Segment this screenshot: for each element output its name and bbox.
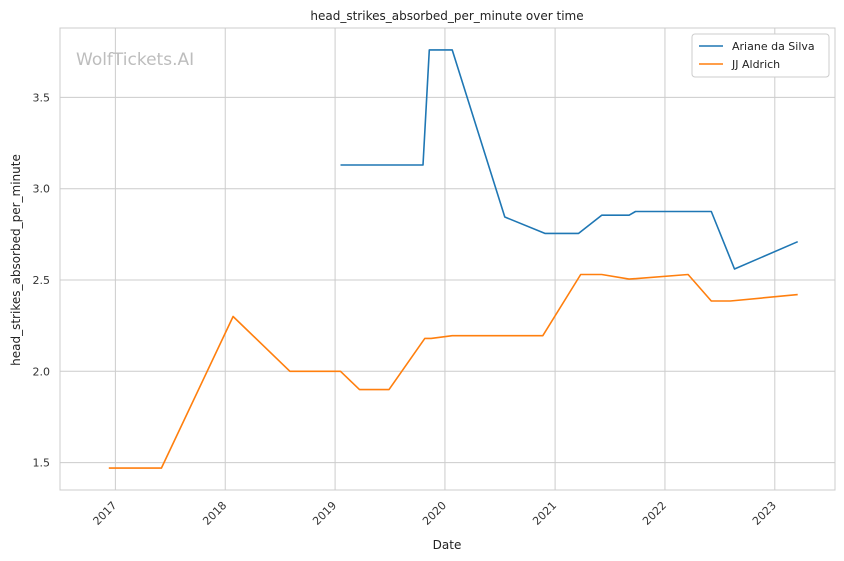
x-tick-label: 2017 xyxy=(91,499,120,528)
y-axis-label: head_strikes_absorbed_per_minute xyxy=(9,154,23,366)
x-tick-label: 2023 xyxy=(750,499,779,528)
chart-title: head_strikes_absorbed_per_minute over ti… xyxy=(310,9,583,23)
x-axis: 2017 2018 2019 2020 2021 2022 2023 xyxy=(91,499,779,528)
y-axis: 1.5 2.0 2.5 3.0 3.5 xyxy=(33,91,51,469)
y-tick-label: 2.0 xyxy=(33,365,51,378)
legend-label-ariane-da-silva: Ariane da Silva xyxy=(732,40,815,53)
y-tick-label: 3.0 xyxy=(33,183,51,196)
x-tick-label: 2021 xyxy=(530,499,559,528)
legend: Ariane da Silva JJ Aldrich xyxy=(691,33,830,78)
legend-label-jj-aldrich: JJ Aldrich xyxy=(731,58,780,71)
legend-box xyxy=(691,33,830,78)
series-line-jj-aldrich xyxy=(108,273,798,469)
watermark: WolfTickets.AI xyxy=(76,50,194,70)
series-line-ariane-da-silva xyxy=(340,49,799,270)
x-tick-label: 2020 xyxy=(420,499,449,528)
y-tick-label: 2.5 xyxy=(33,274,51,287)
series-layer xyxy=(108,49,799,469)
x-tick-label: 2018 xyxy=(200,499,229,528)
y-tick-label: 1.5 xyxy=(33,457,51,470)
x-tick-label: 2022 xyxy=(640,499,669,528)
x-tick-label: 2019 xyxy=(310,499,339,528)
plot-area xyxy=(59,27,836,491)
grid xyxy=(60,28,835,490)
y-tick-label: 3.5 xyxy=(33,91,51,104)
x-axis-label: Date xyxy=(433,538,462,552)
